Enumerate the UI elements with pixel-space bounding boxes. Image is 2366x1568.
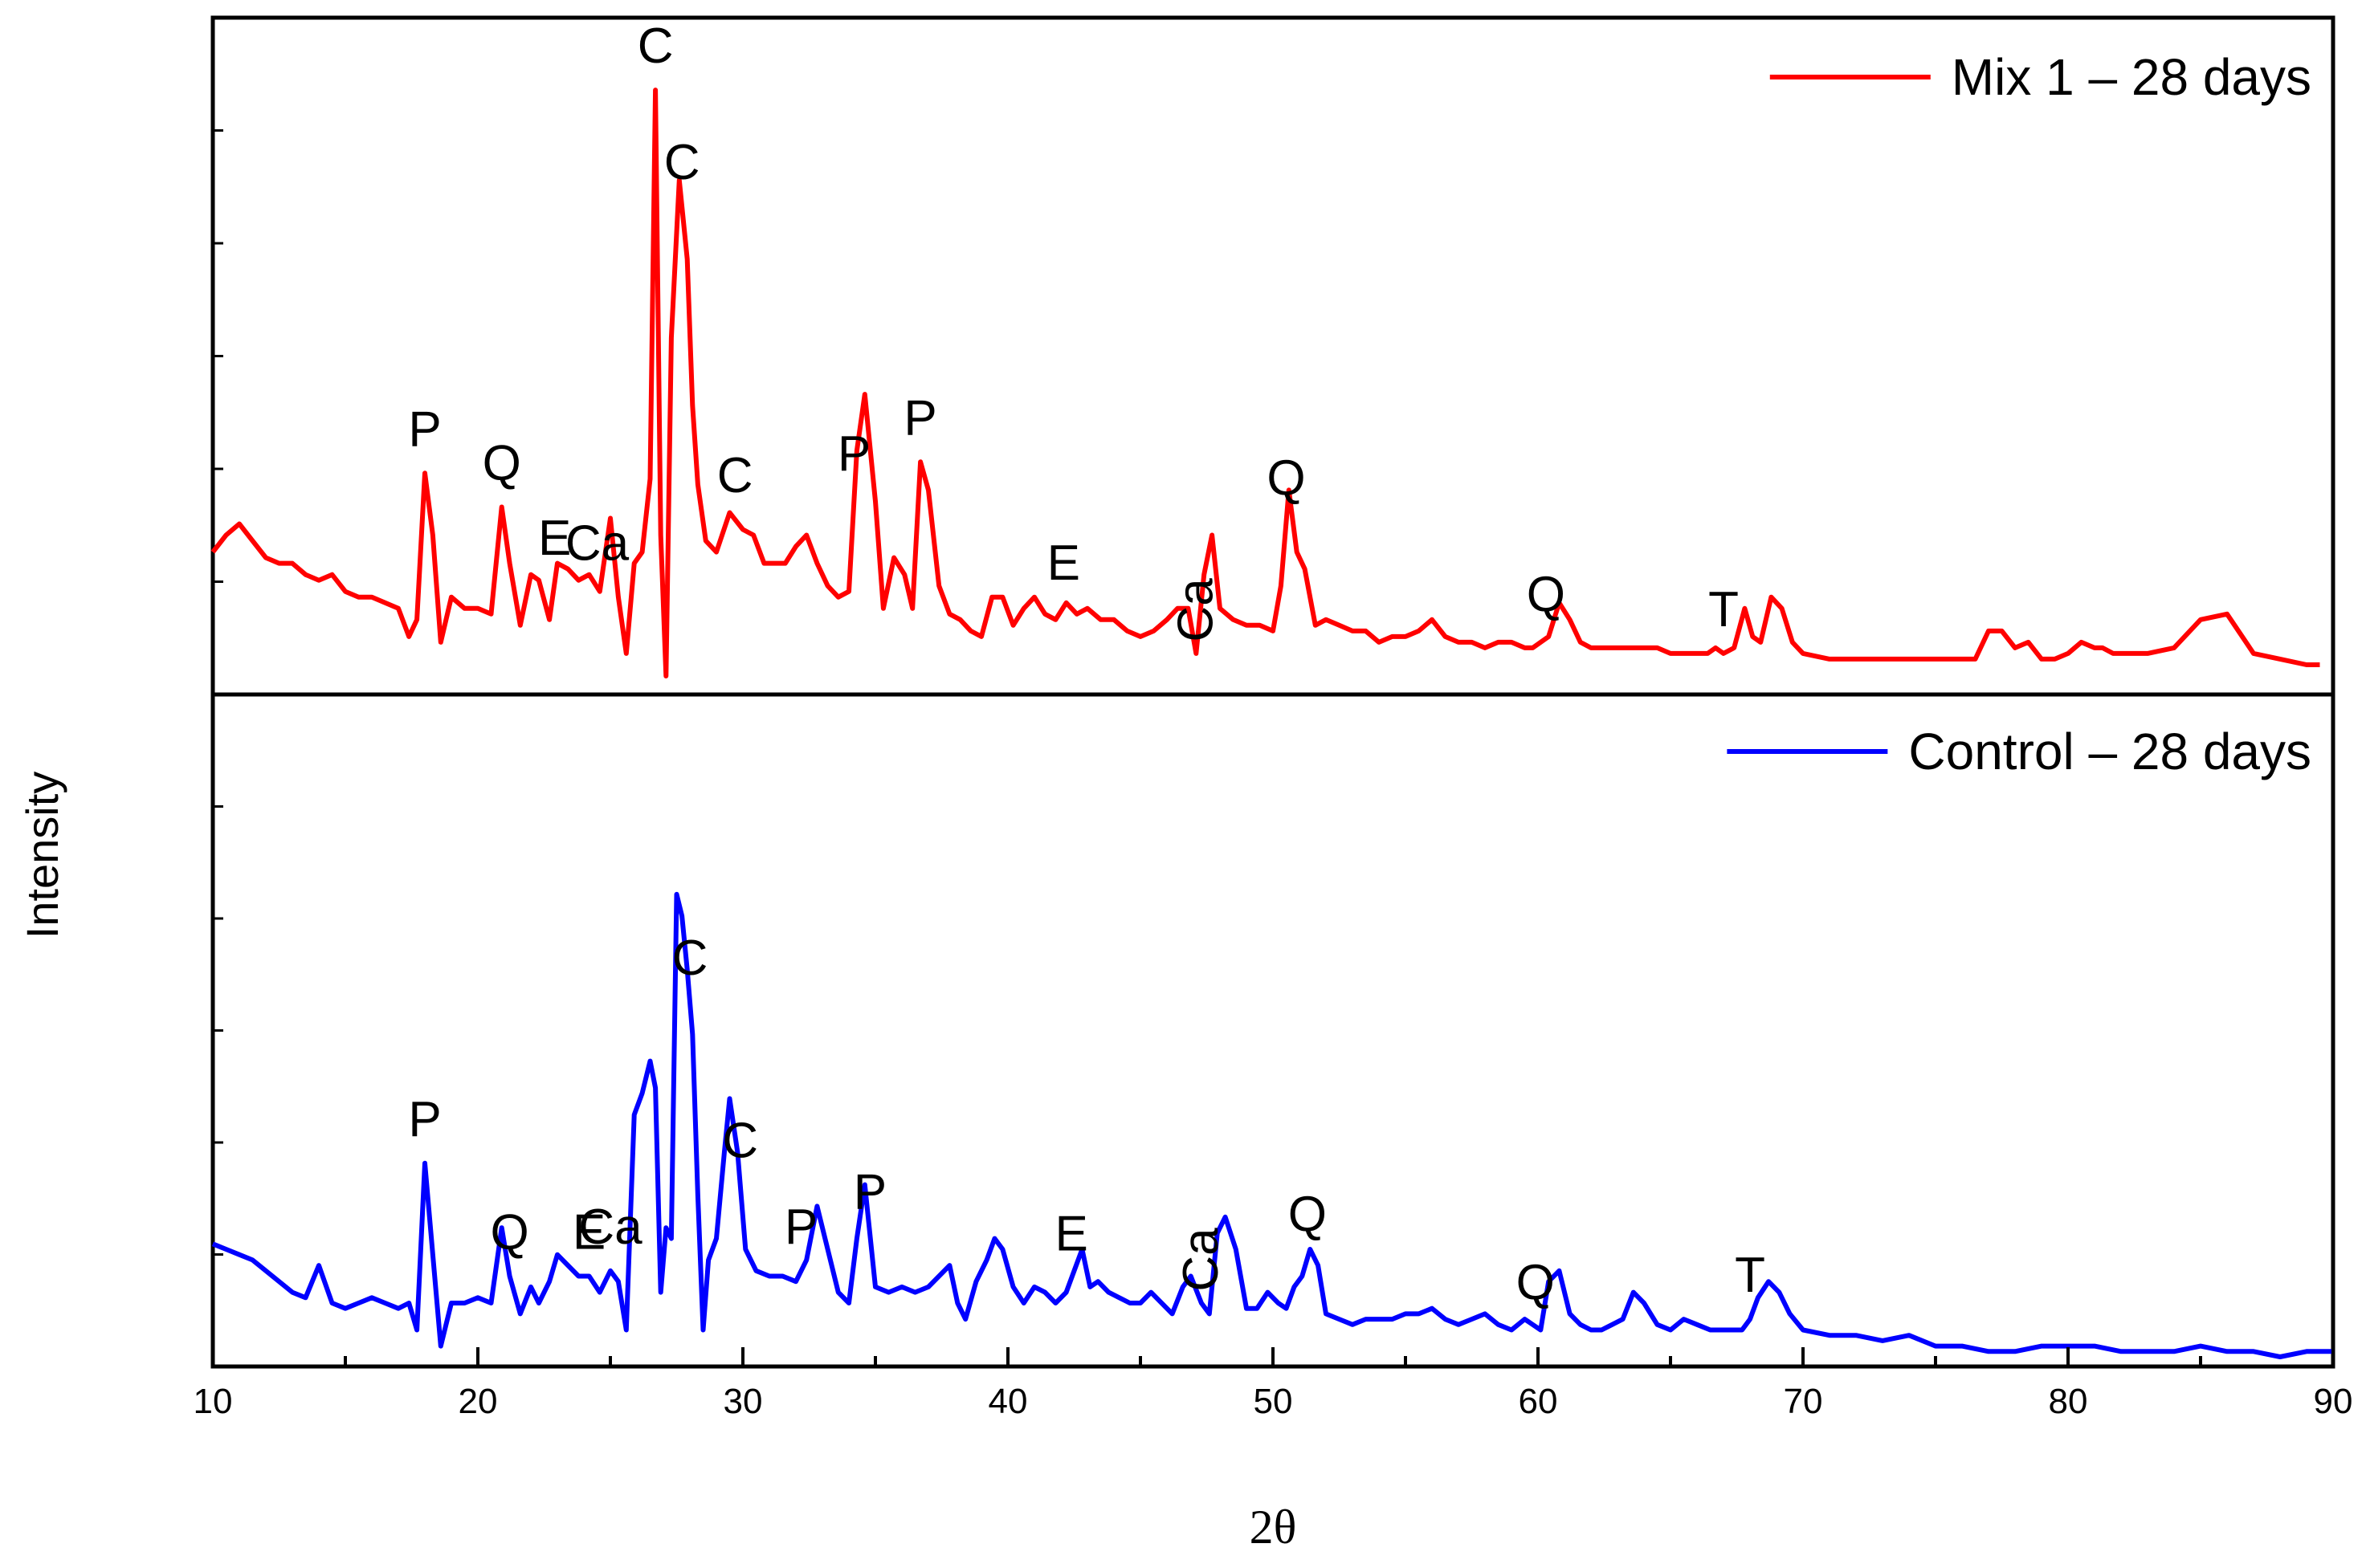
peak-label: P <box>838 426 871 482</box>
series-line <box>210 88 2320 678</box>
legend: Mix 1 – 28 days <box>1769 48 2311 106</box>
peak-label: T <box>1735 1248 1765 1303</box>
peak-label: C <box>664 135 700 190</box>
x-tick-label: 30 <box>724 1382 763 1421</box>
peak-label: C <box>672 931 708 986</box>
x-tick-label: 40 <box>989 1382 1028 1421</box>
peak-label: E <box>1055 1207 1088 1262</box>
peak-label: Ca <box>578 1199 642 1255</box>
peak-label: T <box>1708 582 1739 637</box>
x-axis-title: 2θ <box>1250 1501 1297 1554</box>
series-line <box>211 891 2333 1359</box>
x-tick-label: 80 <box>2049 1382 2088 1421</box>
legend: Control – 28 days <box>1727 723 2311 780</box>
peak-label: P <box>408 401 441 457</box>
y-axis-title: Intensity <box>17 772 67 939</box>
x-tick-label: 10 <box>194 1382 233 1421</box>
peak-label: C <box>638 18 674 74</box>
legend-label: Mix 1 – 28 days <box>1952 48 2311 106</box>
peak-label: Q <box>483 435 521 491</box>
peak-label: Q <box>1527 567 1565 622</box>
plot-border <box>210 15 2335 1369</box>
x-tick-label: 20 <box>459 1382 498 1421</box>
peak-label: E <box>573 1205 606 1261</box>
peak-label: Ca <box>565 515 630 571</box>
x-tick-label: 70 <box>1784 1382 1823 1421</box>
legend-label: Control – 28 days <box>1908 723 2311 780</box>
peak-label: Q <box>1288 1187 1327 1242</box>
x-tick-label: 50 <box>1254 1382 1293 1421</box>
peak-label: Ca <box>1168 578 1223 642</box>
peak-label: Q <box>1267 450 1305 506</box>
peak-label: P <box>854 1164 887 1220</box>
x-axis: 10 20 30 40 50 60 70 80 90 <box>194 1347 2353 1421</box>
peak-label: E <box>1047 536 1080 591</box>
plot-frame <box>210 15 2335 1369</box>
x-tick-label: 60 <box>1519 1382 1558 1421</box>
peak-label: Q <box>1516 1255 1555 1310</box>
peak-label: C <box>717 448 753 503</box>
peak-label: P <box>904 390 936 446</box>
peak-label: E <box>538 511 571 566</box>
peak-label: Q <box>490 1205 528 1261</box>
peak-label: P <box>785 1199 818 1255</box>
peak-label: P <box>408 1092 441 1147</box>
x-tick-label: 90 <box>2314 1382 2353 1421</box>
peak-label: C <box>722 1114 758 1169</box>
peak-label: Ca <box>1173 1228 1229 1292</box>
